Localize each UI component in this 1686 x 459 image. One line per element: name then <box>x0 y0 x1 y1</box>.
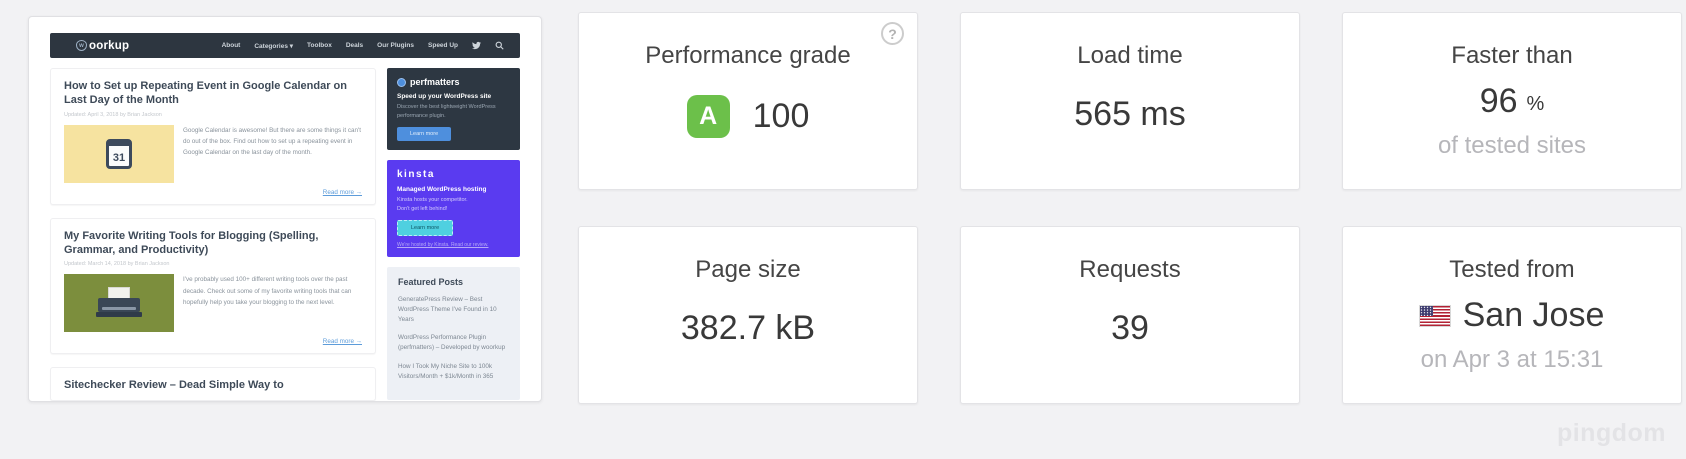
woorkup-shield-icon: w <box>76 40 87 51</box>
post-1-body: 31 Google Calendar is awesome! But there… <box>64 124 362 183</box>
perfmatters-brand-text: perfmatters <box>410 77 460 87</box>
post-2-body: I've probably used 100+ different writin… <box>64 274 362 333</box>
faster-than-card: Faster than 96 % of tested sites <box>1342 12 1682 190</box>
kinsta-body-line-1: Kinsta hosts your competitor. <box>397 197 468 204</box>
faster-than-label: Faster than <box>1451 42 1573 69</box>
performance-grade-value-row: A 100 <box>686 95 810 138</box>
post-1-calendar-image: 31 <box>64 124 174 183</box>
perfmatters-body: Discover the best lightweight WordPress … <box>397 104 496 119</box>
load-time-label: Load time <box>1077 42 1183 69</box>
featured-post-item: WordPress Performance Plugin (perfmatter… <box>398 334 506 352</box>
performance-grade-card: ? Performance grade A 100 <box>578 12 918 190</box>
requests-label: Requests <box>1079 256 1181 283</box>
twitter-icon <box>472 41 481 50</box>
woorkup-logo: w oorkup <box>76 40 129 52</box>
preview-sidebar: perfmatters Speed up your WordPress site… <box>387 68 520 401</box>
post-2-meta: Updated: March 14, 2018 by Brian Jackson <box>64 261 170 268</box>
preview-site-body: How to Set up Repeating Event in Google … <box>29 58 541 401</box>
featured-post-item: How I Took My Niche Site to 100k Visitor… <box>398 362 494 380</box>
tested-from-card: Tested from San Jose on Apr 3 at 15:31 <box>1342 226 1682 404</box>
calendar-icon: 31 <box>106 138 132 169</box>
website-preview-thumbnail: w oorkup About Categories ▾ Toolbox Deal… <box>28 16 542 402</box>
kinsta-footer-link: We're hosted by Kinsta. Read our review. <box>397 242 489 249</box>
typewriter-icon <box>96 287 142 319</box>
post-2-title: My Favorite Writing Tools for Blogging (… <box>64 229 319 256</box>
perfmatters-ad: perfmatters Speed up your WordPress site… <box>387 68 520 151</box>
faster-than-percent-value: 96 <box>1479 82 1518 120</box>
tested-from-value-row: San Jose <box>1418 296 1605 335</box>
us-flag-icon <box>1418 304 1451 327</box>
perfmatters-learn-more-button: Learn more <box>397 127 452 142</box>
performance-grade-label: Performance grade <box>645 42 851 69</box>
woorkup-logo-text: oorkup <box>89 39 130 52</box>
perfmatters-headline: Speed up your WordPress site <box>397 93 492 100</box>
tested-from-timestamp: on Apr 3 at 15:31 <box>1420 346 1604 373</box>
post-1-excerpt: Google Calendar is awesome! But there ar… <box>183 126 361 157</box>
perfmatters-brand-row: perfmatters <box>397 77 510 87</box>
kinsta-brand-text: kinsta <box>397 169 435 181</box>
performance-grade-score: 100 <box>752 97 810 135</box>
preview-nav-our-plugins: Our Plugins <box>377 42 415 49</box>
preview-nav-about: About <box>221 42 241 49</box>
featured-posts-title: Featured Posts <box>398 277 464 288</box>
preview-posts-column: How to Set up Repeating Event in Google … <box>50 68 376 401</box>
page-size-label: Page size <box>695 256 801 283</box>
page-size-value: 382.7 kB <box>680 309 816 347</box>
preview-nav-toolbox: Toolbox <box>307 42 332 49</box>
preview-post-1: How to Set up Repeating Event in Google … <box>50 68 376 205</box>
kinsta-headline: Managed WordPress hosting <box>397 186 487 194</box>
preview-site-navbar: w oorkup About Categories ▾ Toolbox Deal… <box>50 33 520 58</box>
help-icon[interactable]: ? <box>881 22 904 45</box>
percent-unit: % <box>1526 93 1545 115</box>
load-time-card: Load time 565 ms <box>960 12 1300 190</box>
post-1-meta: Updated: April 3, 2018 by Brian Jackson <box>64 111 162 118</box>
preview-post-2: My Favorite Writing Tools for Blogging (… <box>50 217 376 355</box>
faster-than-subtext: of tested sites <box>1437 132 1587 159</box>
preview-nav-deals: Deals <box>345 42 364 49</box>
perfmatters-logo-icon <box>397 77 406 87</box>
faster-than-value-row: 96 % <box>1480 82 1545 121</box>
featured-post-item: GeneratePress Review – Best WordPress Th… <box>398 296 497 323</box>
grade-badge: A <box>686 95 730 138</box>
tested-from-label: Tested from <box>1449 256 1575 283</box>
preview-post-3: Sitechecker Review – Dead Simple Way to <box>50 367 376 401</box>
post-1-read-more-link: Read more → <box>322 188 362 196</box>
post-3-title: Sitechecker Review – Dead Simple Way to <box>64 379 284 392</box>
kinsta-body-line-2: Don't get left behind! <box>397 205 448 212</box>
page-size-card: Page size 382.7 kB <box>578 226 918 404</box>
kinsta-body: Kinsta hosts your competitor. Don't get … <box>397 196 510 213</box>
pingdom-logo: pingdom <box>1556 419 1666 447</box>
kinsta-learn-more-button: Learn more <box>397 220 454 237</box>
preview-nav-items: About Categories ▾ Toolbox Deals Our Plu… <box>222 41 504 50</box>
post-2-excerpt: I've probably used 100+ different writin… <box>183 276 352 306</box>
post-2-typewriter-image <box>64 274 174 333</box>
search-icon <box>495 41 504 50</box>
featured-posts-widget: Featured Posts GeneratePress Review – Be… <box>387 267 520 401</box>
requests-value: 39 <box>1111 309 1149 347</box>
post-2-read-more-link: Read more → <box>322 338 362 346</box>
preview-nav-speed-up: Speed Up <box>428 42 458 49</box>
preview-nav-categories: Categories ▾ <box>254 42 294 50</box>
metrics-grid: ? Performance grade A 100 Load time 565 … <box>578 12 1682 404</box>
requests-card: Requests 39 <box>960 226 1300 404</box>
load-time-value: 565 ms <box>1074 95 1186 133</box>
post-1-title: How to Set up Repeating Event in Google … <box>64 80 347 107</box>
tested-from-location: San Jose <box>1462 296 1605 334</box>
kinsta-ad: kinsta Managed WordPress hosting Kinsta … <box>387 160 520 258</box>
